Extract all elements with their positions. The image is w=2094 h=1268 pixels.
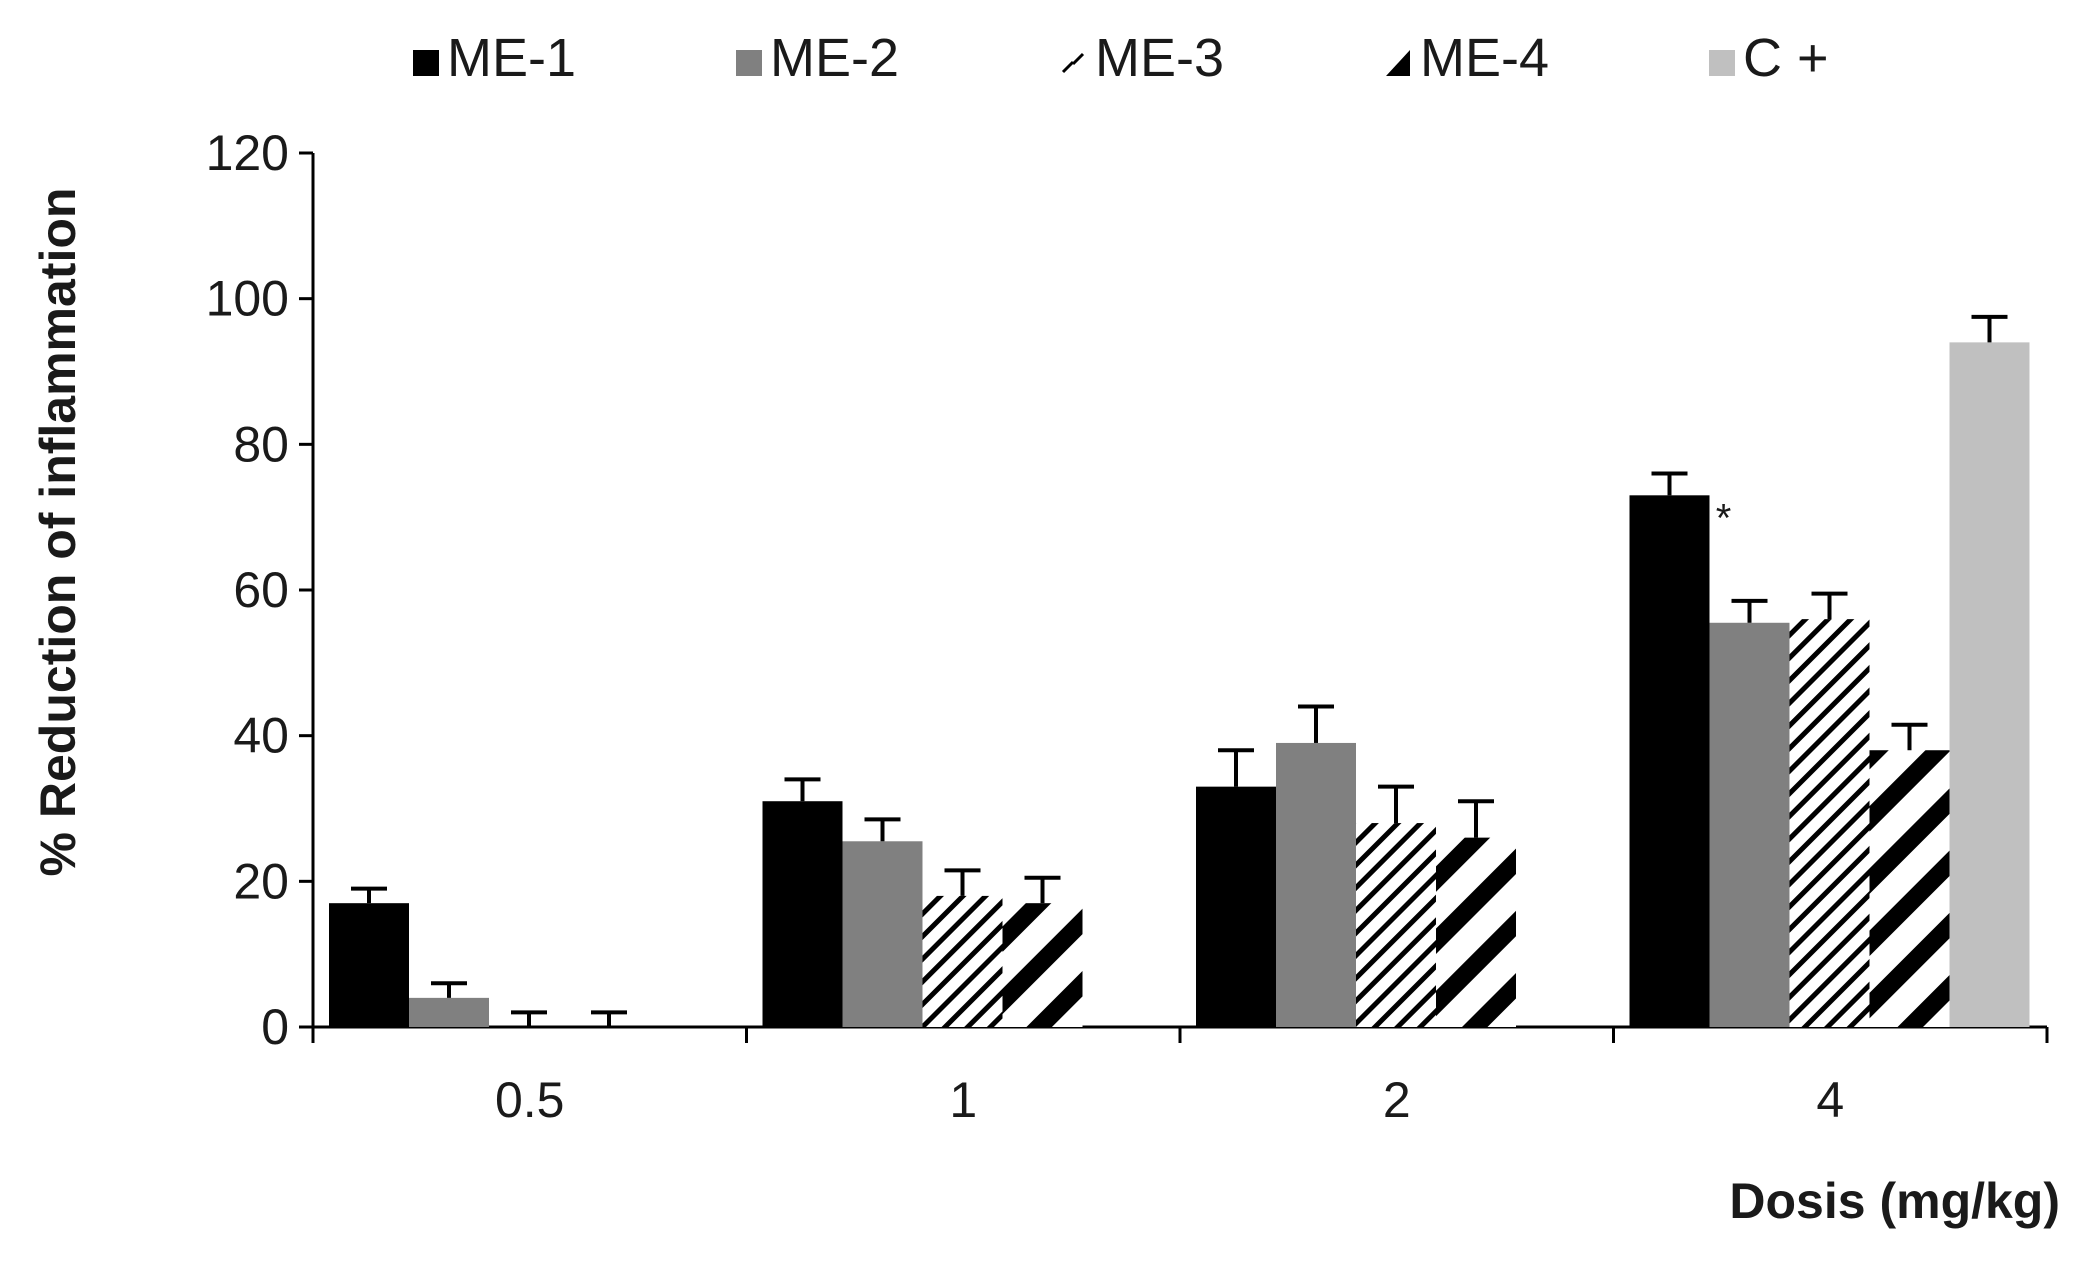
y-tick-label: 100 bbox=[206, 271, 289, 327]
y-tick-label: 120 bbox=[206, 125, 289, 181]
x-tick-label: 0.5 bbox=[495, 1072, 565, 1128]
x-tick-label: 4 bbox=[1816, 1072, 1844, 1128]
y-axis: 0 20 40 60 80 100 120 bbox=[206, 125, 315, 1055]
annotations: * bbox=[1716, 496, 1732, 540]
bar bbox=[1002, 903, 1083, 1027]
legend-label: ME-4 bbox=[1420, 28, 1549, 88]
y-axis-title: % Reduction of inflammation bbox=[30, 188, 86, 877]
bar bbox=[1949, 342, 2030, 1027]
significance-marker: * bbox=[1716, 496, 1732, 540]
y-tick-label: 0 bbox=[261, 999, 289, 1055]
bar bbox=[1869, 750, 1950, 1027]
legend-swatch bbox=[413, 50, 439, 76]
bar bbox=[1629, 495, 1710, 1028]
bar bbox=[1356, 823, 1436, 1027]
y-tick-label: 60 bbox=[233, 562, 289, 618]
bar bbox=[409, 997, 489, 1027]
y-tick-label: 20 bbox=[233, 853, 289, 909]
x-axis: 0.5 1 2 4 bbox=[311, 1025, 2049, 1128]
legend-label: ME-2 bbox=[770, 28, 899, 88]
legend-label: ME-3 bbox=[1095, 28, 1224, 88]
bar bbox=[329, 903, 409, 1027]
error-bars bbox=[351, 314, 2008, 1027]
legend-label: ME-1 bbox=[447, 28, 576, 88]
bars bbox=[329, 342, 2030, 1028]
x-tick-label: 1 bbox=[949, 1072, 977, 1128]
bar bbox=[842, 841, 923, 1027]
legend-label: C + bbox=[1743, 28, 1829, 88]
bar bbox=[1709, 622, 1790, 1027]
legend: ME-1 ME-2 ME-3 ME-4 C + bbox=[413, 28, 1829, 88]
bar bbox=[1196, 786, 1276, 1027]
y-tick-label: 40 bbox=[233, 708, 289, 764]
bar bbox=[762, 801, 843, 1027]
bar bbox=[922, 895, 1003, 1027]
bar bbox=[1789, 619, 1870, 1027]
bar bbox=[1436, 837, 1516, 1027]
legend-swatch bbox=[1709, 50, 1735, 76]
x-axis-title: Dosis (mg/kg) bbox=[1729, 1173, 2060, 1229]
y-tick-label: 80 bbox=[233, 416, 289, 472]
x-tick-label: 2 bbox=[1383, 1072, 1411, 1128]
legend-swatch bbox=[736, 50, 762, 76]
bar bbox=[1276, 742, 1356, 1027]
